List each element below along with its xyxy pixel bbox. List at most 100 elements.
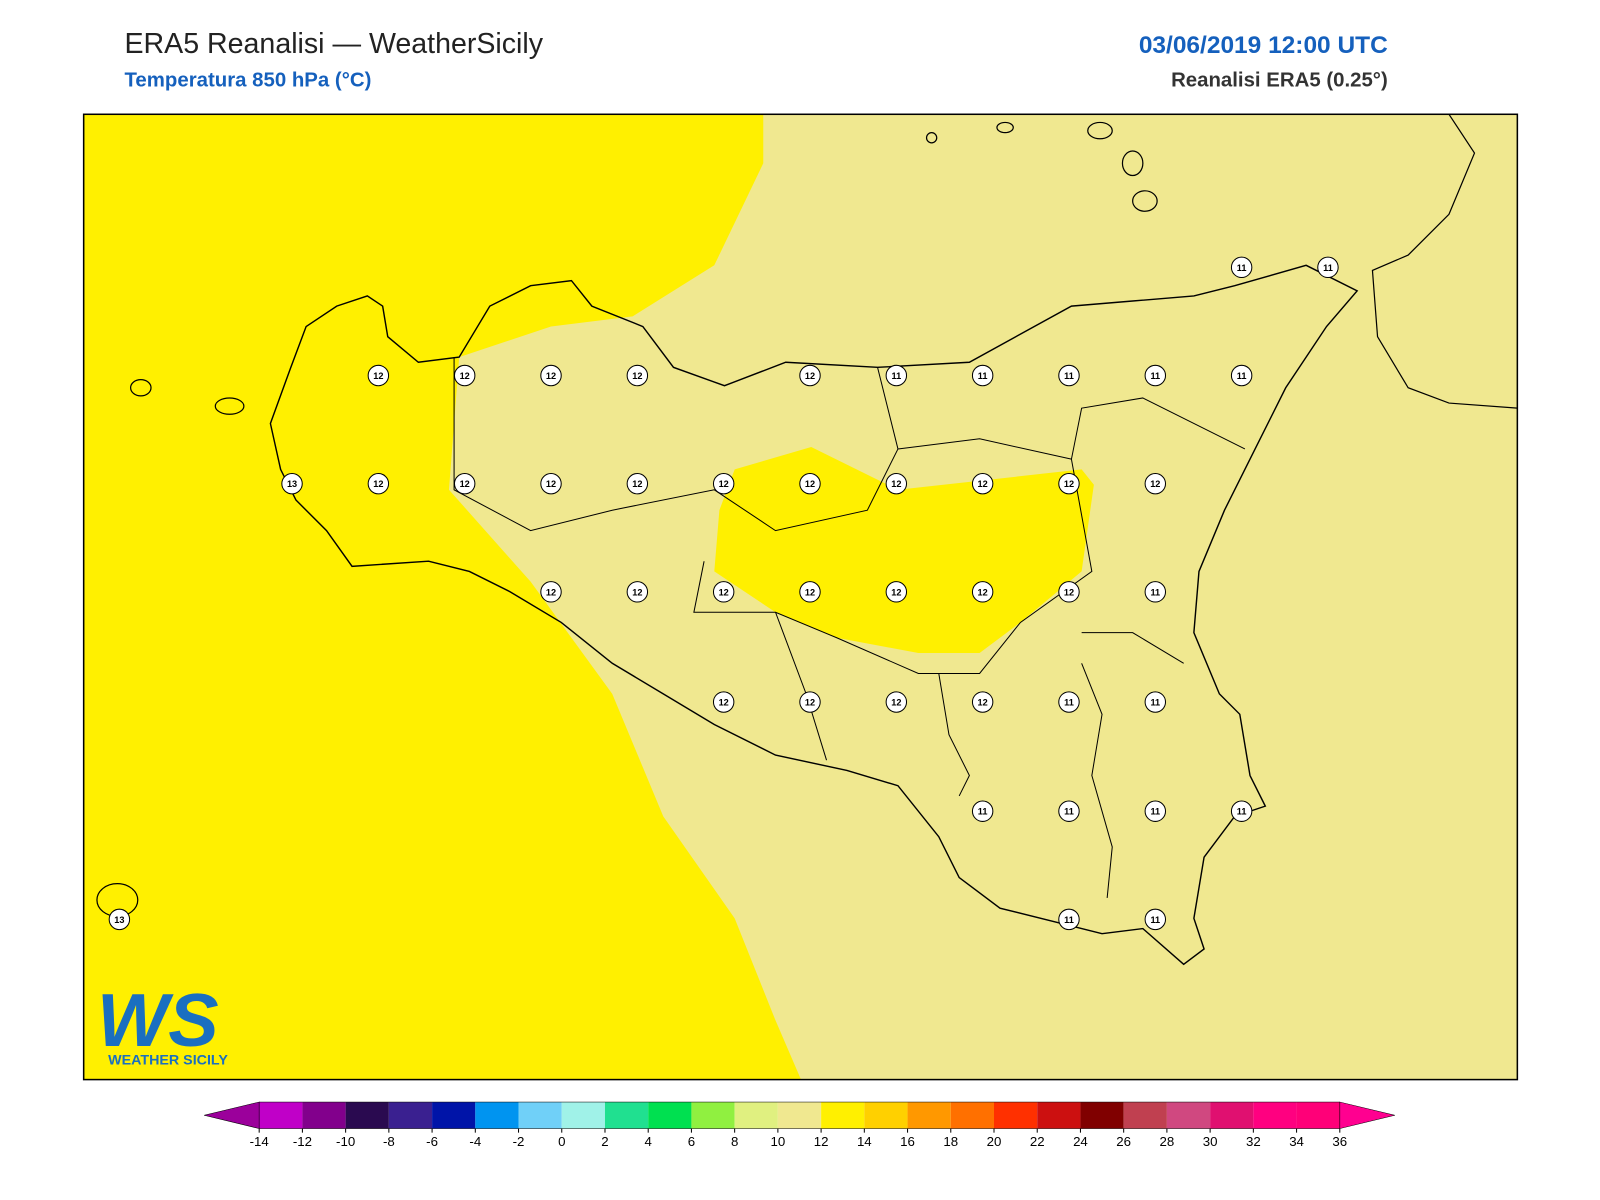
- station-marker: [1317, 256, 1339, 279]
- colorbar-segment: [907, 1102, 951, 1129]
- station: 11: [1144, 691, 1167, 713]
- colorbar-segment: [1123, 1102, 1167, 1129]
- station: 12: [712, 581, 735, 603]
- station-marker: [799, 691, 821, 713]
- station: 11: [1144, 364, 1167, 387]
- station: 12: [540, 472, 562, 495]
- subtitle: Temperatura 850 hPa (°C): [124, 70, 371, 92]
- station-value: 12: [373, 479, 383, 489]
- colorbar-tick-label: -12: [293, 1134, 312, 1149]
- station-value: 11: [1237, 371, 1247, 381]
- colorbar-tick-label: 4: [645, 1134, 652, 1149]
- station-marker: [1144, 472, 1167, 495]
- station-value: 12: [805, 479, 815, 489]
- colorbar-segment: [821, 1102, 865, 1129]
- date: 03/06/2019 12:00 UTC: [1139, 32, 1388, 59]
- source: Reanalisi ERA5 (0.25°): [1171, 70, 1388, 92]
- colorbar-tick-label: 36: [1332, 1134, 1347, 1149]
- station: 12: [712, 472, 735, 495]
- station: 12: [1058, 472, 1080, 495]
- station: 12: [885, 691, 908, 713]
- colorbar-tick-label: 34: [1289, 1134, 1304, 1149]
- station: 12: [367, 472, 390, 495]
- station: 13: [281, 472, 303, 495]
- station: 12: [799, 691, 821, 713]
- station-value: 12: [978, 698, 988, 708]
- colorbar-segment: [604, 1102, 649, 1129]
- station: 12: [971, 581, 994, 603]
- colorbar-segment: [777, 1102, 822, 1129]
- station: 12: [626, 581, 649, 603]
- station-marker: [1144, 581, 1167, 603]
- station-value: 12: [460, 371, 470, 381]
- stations: 11 11 12 12 12 12 12 11 11 11 11 11 13 12 12 12 12 12 12 12…: [108, 256, 1339, 931]
- station: 12: [712, 691, 735, 713]
- colorbar-tick-label: 20: [987, 1134, 1002, 1149]
- station-value: 11: [1150, 807, 1160, 817]
- station-value: 12: [373, 371, 383, 381]
- station-value: 11: [1323, 263, 1333, 273]
- station: 12: [626, 364, 649, 387]
- station: 12: [799, 364, 821, 387]
- station-marker: [626, 581, 649, 603]
- station-marker: [1058, 691, 1080, 713]
- station-value: 12: [891, 587, 901, 597]
- colorbar-frame: [258, 1101, 1341, 1129]
- colorbar-segment: [1037, 1102, 1081, 1129]
- station-value: 11: [1237, 807, 1247, 817]
- islands: [96, 121, 1158, 917]
- station: 12: [799, 581, 821, 603]
- station-marker: [1144, 908, 1167, 931]
- station-value: 12: [719, 698, 729, 708]
- map-frame: [82, 113, 1519, 1081]
- title: ERA5 Reanalisi — WeatherSicily: [124, 28, 543, 60]
- station-value: 12: [632, 587, 642, 597]
- station-value: 11: [978, 807, 988, 817]
- station-marker: [1058, 472, 1080, 495]
- colorbar-tick-label: -4: [469, 1134, 481, 1149]
- station-value: 12: [1064, 479, 1074, 489]
- station-marker: [281, 472, 303, 495]
- station-marker: [108, 908, 131, 931]
- station-marker: [799, 581, 821, 603]
- station: 12: [453, 472, 476, 495]
- station: 11: [1058, 364, 1080, 387]
- station: 11: [971, 364, 994, 387]
- station-marker: [885, 691, 908, 713]
- station-marker: [885, 581, 908, 603]
- colorbar-segment: [1080, 1102, 1124, 1129]
- colorbar-segment: [1253, 1102, 1297, 1129]
- colorbar-tick-label: -6: [426, 1134, 438, 1149]
- colorbar-segment: [691, 1102, 735, 1129]
- station-value: 12: [632, 479, 642, 489]
- colorbar-segment: [1166, 1102, 1211, 1129]
- station: 11: [1230, 800, 1253, 822]
- station-value: 11: [1064, 915, 1074, 925]
- colorbar-tick-label: -14: [250, 1134, 269, 1149]
- station-value: 12: [978, 587, 988, 597]
- station: 11: [1144, 800, 1167, 822]
- colorbar-tick-label: 14: [857, 1134, 872, 1149]
- colorbar-tick-label: -2: [513, 1134, 525, 1149]
- station-marker: [1058, 581, 1080, 603]
- colorbar-segment: [994, 1102, 1038, 1129]
- station-marker: [971, 364, 994, 387]
- station-marker: [453, 472, 476, 495]
- colorbar-tick-label: 6: [688, 1134, 695, 1149]
- colorbar-tick-label: 16: [900, 1134, 915, 1149]
- station-value: 12: [805, 587, 815, 597]
- station: 12: [1144, 472, 1167, 495]
- station: 11: [1058, 800, 1080, 822]
- colorbar-tick-label: -10: [336, 1134, 355, 1149]
- colorbar-tick-label: 22: [1030, 1134, 1045, 1149]
- station-marker: [1230, 800, 1253, 822]
- station: 13: [108, 908, 131, 931]
- colorbar-tick-label: 18: [943, 1134, 958, 1149]
- station: 11: [1058, 908, 1080, 931]
- station-marker: [971, 800, 994, 822]
- calabria-coast: [1371, 113, 1518, 409]
- logo-text: WEATHER SICILY: [108, 1052, 228, 1068]
- station: 11: [1144, 581, 1167, 603]
- station-marker: [1230, 364, 1253, 387]
- colorbar-tick-label: 32: [1246, 1134, 1261, 1149]
